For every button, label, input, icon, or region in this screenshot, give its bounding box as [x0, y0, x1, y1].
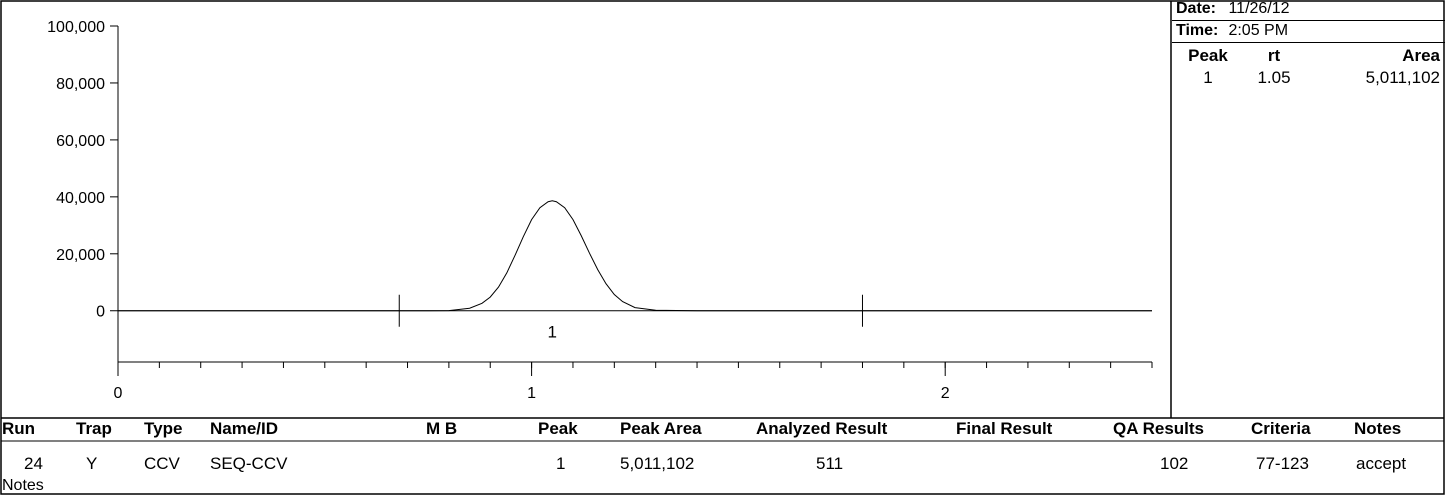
peak-label: 1: [548, 323, 557, 342]
y-tick-label: 0: [96, 304, 105, 321]
final-result-header: Final Result: [956, 419, 1053, 438]
notes-label: Notes: [2, 477, 44, 494]
qa-results-header: QA Results: [1113, 419, 1205, 438]
date-label: Date:: [1176, 0, 1217, 17]
name-id-header: Name/ID: [210, 419, 279, 438]
chromatogram-trace: [118, 200, 1152, 312]
analyzed-result-cell: 511: [816, 454, 844, 473]
peak-area-header: Peak Area: [620, 419, 702, 438]
peak-table-row: 1 1.05 5,011,102: [1172, 68, 1445, 90]
trap-header: Trap: [76, 419, 112, 438]
y-tick-label: 20,000: [56, 247, 105, 264]
x-tick-label: 0: [114, 385, 123, 402]
time-value: 2:05 PM: [1228, 22, 1289, 39]
x-tick-label: 2: [941, 385, 950, 402]
type-cell: CCV: [144, 454, 180, 473]
y-tick-label: 80,000: [56, 76, 105, 93]
peak-cell: 1: [1203, 68, 1213, 87]
y-tick-label: 100,000: [47, 19, 105, 36]
x-tick-label: 1: [527, 385, 536, 402]
run-info-panel: Date: 11/26/12 Time: 2:05 PM Peak rt Are…: [1172, 0, 1445, 418]
date-value: 11/26/12: [1228, 0, 1290, 17]
notes-cell: accept: [1356, 454, 1407, 473]
peak-col-cell: 1: [556, 454, 566, 473]
peak-table: Peak rt Area 1 1.05 5,011,102: [1172, 46, 1445, 90]
trap-cell: Y: [86, 454, 98, 473]
peak-table-header: Peak rt Area: [1172, 46, 1445, 68]
rt-header: rt: [1267, 46, 1281, 65]
y-tick-label: 60,000: [56, 133, 105, 150]
type-header: Type: [144, 419, 183, 438]
area-header: Area: [1402, 46, 1440, 65]
date-row: Date: 11/26/12: [1176, 0, 1290, 18]
mb-header: M B: [426, 419, 458, 438]
run-cell: 24: [24, 454, 43, 473]
peak-header: Peak: [1188, 46, 1228, 65]
rt-cell: 1.05: [1257, 68, 1291, 87]
notes-header: Notes: [1354, 419, 1402, 438]
qa-results-cell: 102: [1160, 454, 1189, 473]
peak-area-cell: 5,011,102: [620, 454, 695, 473]
area-cell: 5,011,102: [1365, 68, 1440, 87]
criteria-header: Criteria: [1251, 419, 1311, 438]
chromatogram-chart: 0 20,000 40,000 60,000 80,000 100,000 0 1 2 1: [47, 19, 1153, 402]
results-row: 24 Y CCV SEQ-CCV 1 5,011,102 511 102 77-…: [0, 454, 1445, 476]
name-id-cell: SEQ-CCV: [210, 454, 288, 473]
date-underline: [1172, 20, 1445, 21]
results-table: Run Trap Type Name/ID M B Peak Peak Area…: [0, 419, 1445, 496]
time-label: Time:: [1176, 22, 1219, 39]
results-header-row: Run Trap Type Name/ID M B Peak Peak Area…: [0, 419, 1445, 441]
analyzed-result-header: Analyzed Result: [756, 419, 888, 438]
y-tick-label: 40,000: [56, 190, 105, 207]
run-header: Run: [2, 419, 36, 438]
criteria-cell: 77-123: [1256, 454, 1309, 473]
time-row: Time: 2:05 PM: [1176, 22, 1288, 40]
peak-col-header: Peak: [538, 419, 578, 438]
time-underline: [1172, 42, 1445, 43]
